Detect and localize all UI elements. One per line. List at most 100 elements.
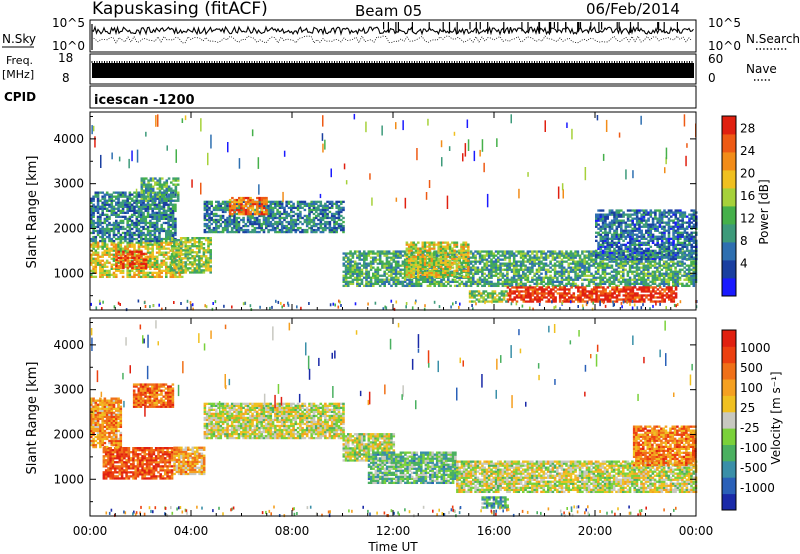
data-cell (140, 207, 143, 210)
data-cell (599, 262, 602, 265)
data-cell (556, 272, 559, 275)
data-cell (242, 211, 246, 214)
data-cell (319, 220, 323, 224)
data-cell (162, 251, 166, 254)
data-cell (140, 211, 143, 215)
data-cell (537, 262, 541, 265)
data-cell (405, 241, 409, 244)
data-cell (608, 272, 611, 275)
data-cell (99, 207, 102, 210)
data-cell (474, 282, 477, 286)
data-cell (121, 205, 125, 208)
data-cell (226, 230, 229, 234)
data-cell (105, 231, 109, 235)
data-cell (578, 254, 582, 257)
data-cell (576, 274, 580, 277)
data-cell (506, 282, 509, 286)
data-cell (124, 239, 127, 243)
data-cell (217, 202, 220, 206)
data-cell (96, 211, 100, 215)
data-cell (437, 280, 441, 284)
data-cell (412, 255, 415, 258)
data-cell (207, 243, 210, 246)
data-cell (253, 222, 257, 226)
data-cell (144, 227, 148, 231)
data-cell (149, 191, 152, 194)
data-cell (590, 258, 593, 261)
data-cell (653, 272, 657, 275)
data-cell (119, 254, 123, 258)
data-cell (351, 254, 355, 257)
data-cell (547, 264, 550, 267)
data-cell (240, 205, 243, 208)
data-cell (162, 247, 166, 250)
data-cell (103, 207, 107, 210)
data-cell (228, 230, 232, 234)
data-cell (315, 216, 318, 220)
data-cell (155, 237, 159, 241)
data-cell (615, 274, 618, 277)
data-cell (392, 254, 396, 257)
data-cell (256, 207, 259, 210)
data-cell (372, 260, 375, 263)
data-cell (390, 276, 393, 279)
data-cell (535, 270, 539, 273)
data-cell (601, 282, 605, 286)
data-cell (572, 252, 575, 255)
data-cell (647, 284, 650, 288)
data-cell (140, 203, 143, 206)
data-cell (358, 266, 361, 269)
data-cell (258, 196, 261, 200)
data-cell (133, 262, 136, 266)
data-cell (415, 272, 418, 275)
data-cell (656, 268, 659, 271)
data-cell (138, 264, 141, 268)
data-cell (608, 264, 611, 267)
data-cell (478, 282, 482, 286)
data-cell (392, 266, 396, 269)
data-cell (381, 282, 384, 286)
data-cell (407, 265, 411, 269)
data-cell (110, 273, 114, 277)
data-cell (182, 261, 185, 264)
data-cell (363, 250, 366, 253)
data-cell (683, 274, 686, 277)
data-cell (195, 263, 199, 266)
data-cell (101, 201, 104, 204)
data-cell (119, 239, 123, 243)
data-cell (294, 218, 298, 222)
data-cell (265, 196, 268, 200)
data-cell (494, 266, 498, 269)
data-cell (635, 270, 639, 273)
data-cell (278, 228, 282, 232)
data-cell (405, 269, 409, 273)
data-cell (179, 237, 183, 240)
data-cell (96, 207, 100, 210)
data-cell (626, 282, 630, 286)
data-cell (174, 225, 177, 229)
data-cell (635, 280, 639, 284)
data-cell (267, 210, 270, 214)
data-cell (90, 261, 93, 264)
data-cell (615, 268, 618, 271)
data-cell (296, 218, 300, 222)
data-cell (683, 262, 686, 265)
data-cell (476, 266, 480, 269)
data-cell (476, 278, 480, 281)
data-cell (397, 264, 400, 267)
data-cell (193, 257, 197, 260)
data-cell (147, 193, 150, 196)
data-cell (140, 245, 143, 248)
data-cell (169, 231, 173, 235)
data-cell (170, 191, 173, 194)
data-cell (219, 202, 223, 206)
data-cell (103, 265, 107, 269)
data-cell (660, 258, 664, 261)
data-cell (221, 202, 225, 206)
data-cell (267, 204, 270, 208)
data-cell (587, 266, 591, 269)
data-cell (328, 228, 332, 232)
data-cell (501, 268, 505, 271)
data-cell (90, 201, 93, 204)
data-cell (121, 241, 125, 244)
